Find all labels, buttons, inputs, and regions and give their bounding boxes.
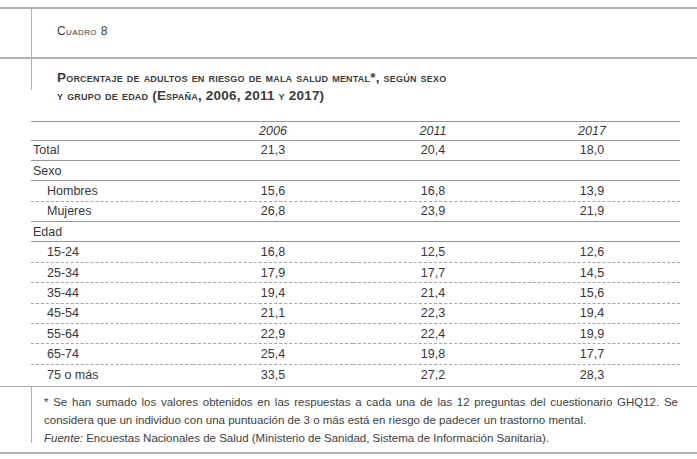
table-row-hombres: Hombres 15,6 16,8 13,9 (31, 181, 680, 201)
cell-value: 28,3 (513, 364, 680, 384)
page-title-line1: Porcentaje de adultos en riesgo de mala … (57, 69, 657, 87)
page-title: Porcentaje de adultos en riesgo de mala … (57, 69, 657, 105)
year-header: 2017 (513, 122, 680, 141)
cell-value: 16,8 (193, 242, 353, 262)
row-label: 55-64 (31, 324, 193, 344)
cell-value: 22,3 (353, 303, 513, 323)
row-label: 65-74 (31, 344, 193, 364)
table-number-label: Cuadro 8 (57, 24, 108, 38)
cell-value: 16,8 (353, 181, 513, 201)
cell-empty (353, 222, 513, 242)
cell-value: 22,4 (353, 324, 513, 344)
left-margin-rule-bottom (31, 386, 32, 443)
year-header: 2006 (193, 122, 353, 141)
table-row-25-34: 25-34 17,9 17,7 14,5 (31, 262, 680, 282)
footnote-top-rule (0, 386, 697, 387)
source-note: Fuente: Encuestas Nacionales de Salud (M… (44, 431, 678, 446)
year-header: 2011 (353, 122, 513, 141)
cell-value: 21,4 (353, 283, 513, 303)
cell-value: 23,9 (353, 201, 513, 221)
cell-value: 17,9 (193, 262, 353, 282)
bottom-rule (0, 452, 697, 454)
table-row-mujeres: Mujeres 26,8 23,9 21,9 (31, 201, 680, 221)
statistics-table: 2006 2011 2017 Total 21,3 20,4 18,0 Sexo… (31, 121, 680, 385)
header-empty-cell (31, 122, 193, 141)
cell-value: 12,6 (513, 242, 680, 262)
page-title-line2: y grupo de edad (España, 2006, 2011 y 20… (57, 87, 657, 105)
cell-empty (513, 160, 680, 180)
table-row-total: Total 21,3 20,4 18,0 (31, 140, 680, 160)
cell-value: 25,4 (193, 344, 353, 364)
cell-empty (353, 160, 513, 180)
cell-value: 14,5 (513, 262, 680, 282)
row-label: 35-44 (31, 283, 193, 303)
table-row-35-44: 35-44 19,4 21,4 15,6 (31, 283, 680, 303)
cell-value: 27,2 (353, 364, 513, 384)
cell-value: 18,0 (513, 140, 680, 160)
left-margin-rule-top (31, 7, 32, 90)
row-label: 75 o más (31, 364, 193, 384)
cell-empty (193, 160, 353, 180)
cell-value: 22,9 (193, 324, 353, 344)
row-label: Hombres (31, 181, 193, 201)
cell-value: 12,5 (353, 242, 513, 262)
section-label: Edad (31, 222, 193, 242)
cell-value: 17,7 (513, 344, 680, 364)
row-label: Total (31, 140, 193, 160)
cell-empty (513, 222, 680, 242)
table-section-sexo: Sexo (31, 160, 680, 180)
cell-value: 33,5 (193, 364, 353, 384)
row-label: Mujeres (31, 201, 193, 221)
cell-empty (193, 222, 353, 242)
row-label: 25-34 (31, 262, 193, 282)
cell-value: 15,6 (193, 181, 353, 201)
table-row-75-mas: 75 o más 33,5 27,2 28,3 (31, 364, 680, 384)
asterisk-footnote: * Se han sumado los valores obtenidos en… (44, 394, 678, 429)
table-row-15-24: 15-24 16,8 12,5 12,6 (31, 242, 680, 262)
document-page: Cuadro 8 Porcentaje de adultos en riesgo… (0, 0, 697, 459)
cell-value: 21,1 (193, 303, 353, 323)
top-rule (0, 7, 697, 9)
source-text: Encuestas Nacionales de Salud (Ministeri… (83, 432, 549, 444)
table-row-55-64: 55-64 22,9 22,4 19,9 (31, 324, 680, 344)
cell-value: 17,7 (353, 262, 513, 282)
cell-value: 21,9 (513, 201, 680, 221)
cell-value: 19,8 (353, 344, 513, 364)
cell-value: 13,9 (513, 181, 680, 201)
section-label: Sexo (31, 160, 193, 180)
row-label: 15-24 (31, 242, 193, 262)
table-row-65-74: 65-74 25,4 19,8 17,7 (31, 344, 680, 364)
row-label: 45-54 (31, 303, 193, 323)
table-section-edad: Edad (31, 222, 680, 242)
cell-value: 19,9 (513, 324, 680, 344)
cell-value: 20,4 (353, 140, 513, 160)
cell-value: 21,3 (193, 140, 353, 160)
source-label: Fuente: (44, 432, 83, 444)
cell-value: 19,4 (513, 303, 680, 323)
cell-value: 15,6 (513, 283, 680, 303)
table-row-45-54: 45-54 21,1 22,3 19,4 (31, 303, 680, 323)
table-header-row: 2006 2011 2017 (31, 122, 680, 141)
cell-value: 19,4 (193, 283, 353, 303)
cell-value: 26,8 (193, 201, 353, 221)
header-divider-rule (0, 57, 697, 59)
